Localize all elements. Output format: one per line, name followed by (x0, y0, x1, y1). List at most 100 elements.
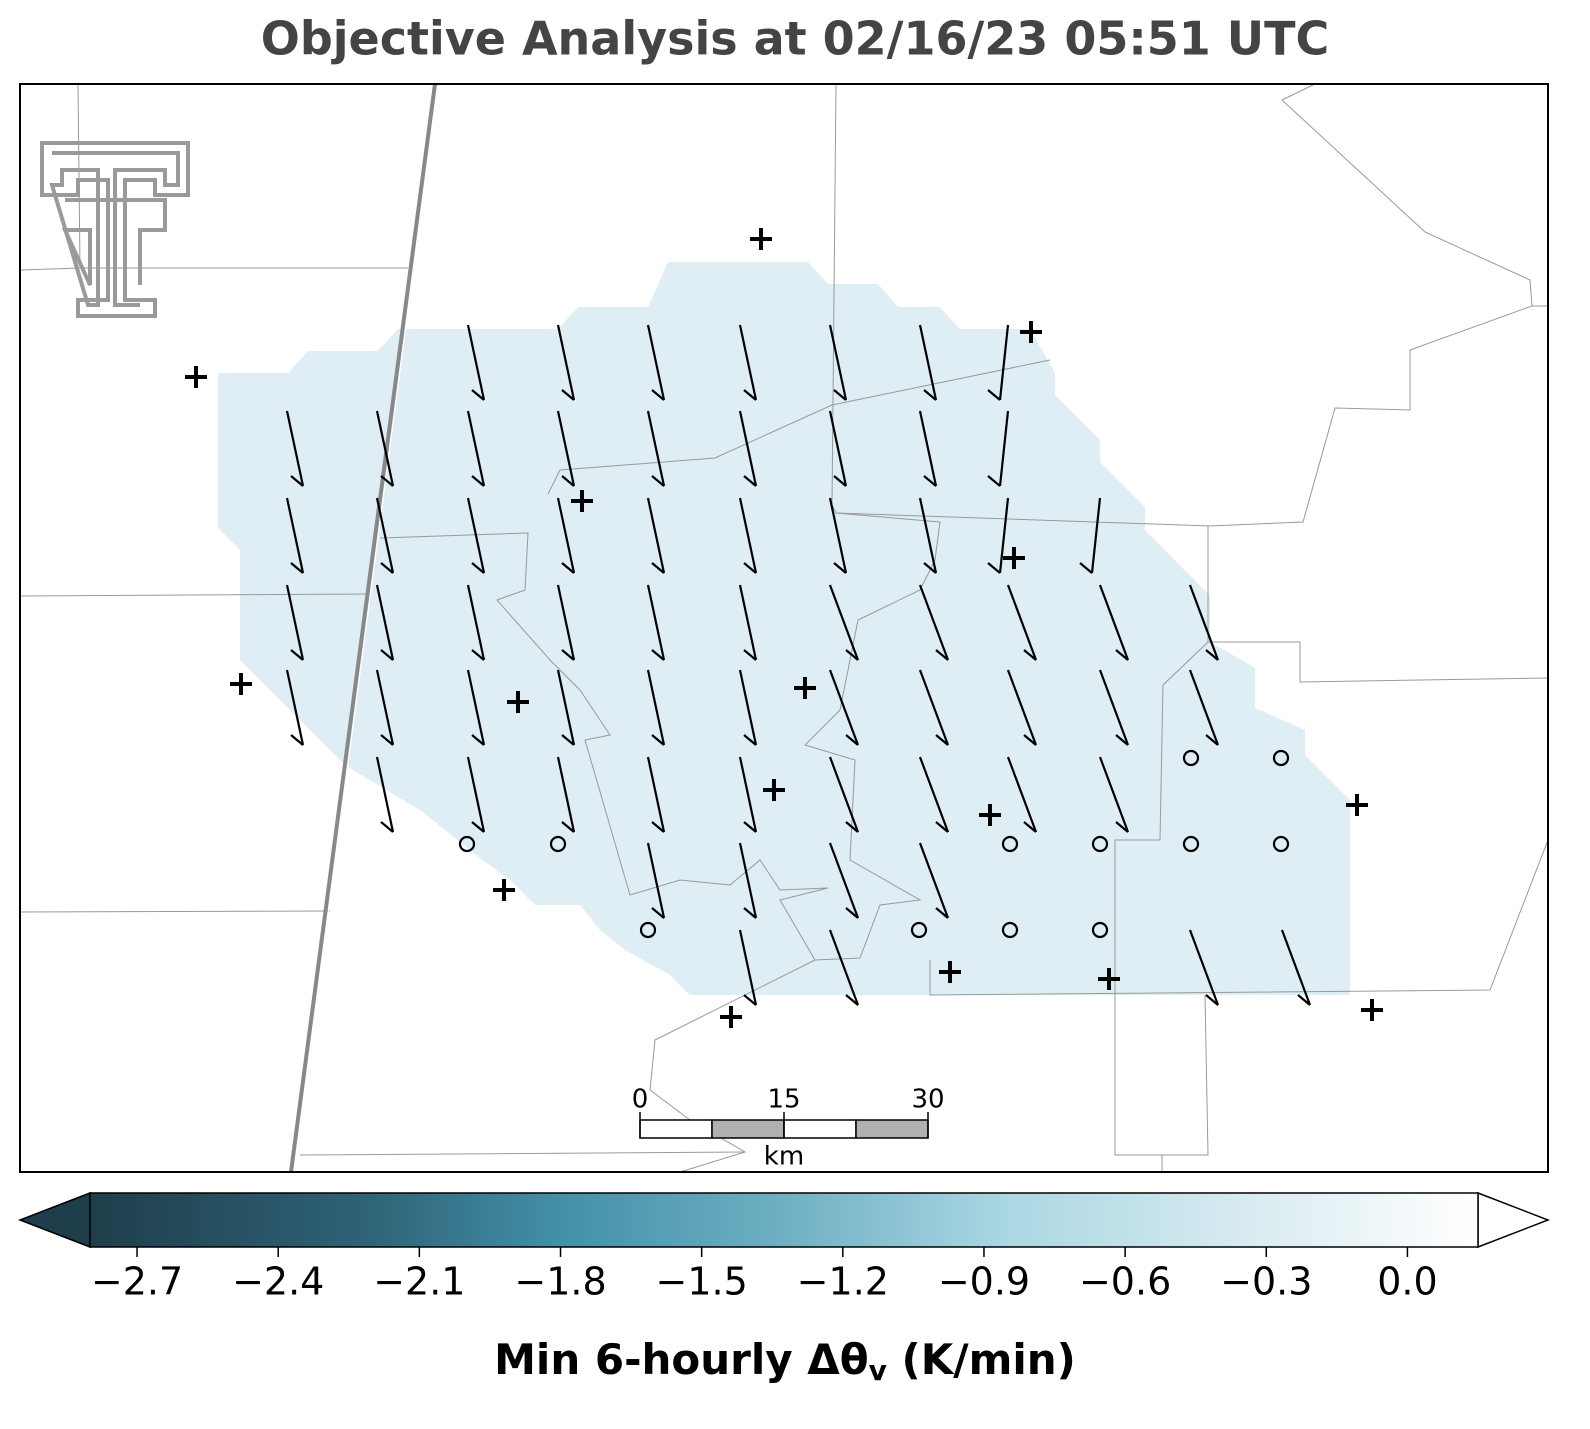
scale-segment (783, 1119, 857, 1139)
barb-staff (1280, 929, 1312, 1006)
barb-staff (375, 756, 395, 833)
barb-staff (738, 410, 758, 487)
colorbar-tick-label: −1.8 (514, 1260, 606, 1304)
barb-staff (285, 410, 305, 487)
barb-staff (828, 324, 848, 401)
colorbar-extend-min (17, 1191, 91, 1249)
barb-staff (998, 497, 1010, 574)
title: Objective Analysis at 02/16/23 05:51 UTC (261, 12, 1330, 66)
barb-flag (743, 821, 757, 833)
barb-flag (471, 389, 485, 401)
barb-flag (471, 562, 485, 574)
station-plus (1098, 968, 1120, 990)
barb-flag (845, 649, 859, 661)
barb-flag (651, 475, 665, 487)
barb-staff (738, 669, 758, 746)
colorbar-tick-label: −0.9 (938, 1260, 1030, 1304)
station-calm (1091, 835, 1109, 853)
station-plus (720, 1006, 742, 1028)
barb-flag (743, 389, 757, 401)
scale-segment (855, 1119, 929, 1139)
barb-flag (471, 821, 485, 833)
barb-flag (290, 475, 304, 487)
barb-flag (935, 821, 949, 833)
scale-tick-label: 15 (767, 1085, 800, 1115)
barb-flag (743, 994, 757, 1006)
barb-staff (1098, 669, 1130, 746)
barb-staff (828, 669, 860, 746)
barb-flag (935, 907, 949, 919)
station-plus (979, 804, 1001, 826)
station-plus (185, 366, 207, 388)
barb-flag (290, 562, 304, 574)
station-calm (1182, 749, 1200, 767)
station-plus (939, 961, 961, 983)
barb-staff (375, 497, 395, 574)
barb-flag (845, 994, 859, 1006)
station-calm (458, 835, 476, 853)
scale-segment (711, 1119, 785, 1139)
barb-flag (833, 389, 847, 401)
barb-flag (1115, 734, 1129, 746)
station-calm (1182, 835, 1200, 853)
station-plus (1003, 547, 1025, 569)
barb-flag (935, 734, 949, 746)
colorbar-tick-label: −1.5 (656, 1260, 748, 1304)
barb-flag (561, 821, 575, 833)
barb-staff (738, 756, 758, 833)
barb-flag (561, 649, 575, 661)
barb-staff (1006, 756, 1038, 833)
barb-staff (738, 324, 758, 401)
barb-flag (1023, 821, 1037, 833)
scale-tick-label: 0 (632, 1085, 649, 1115)
barb-staff (646, 497, 666, 574)
barb-flag (1023, 734, 1037, 746)
barb-staff (285, 584, 305, 661)
barb-flag (1205, 734, 1219, 746)
station-plus (507, 691, 529, 713)
barb-flag (471, 475, 485, 487)
map (19, 83, 1549, 1173)
barb-staff (466, 584, 486, 661)
wind-barbs (285, 324, 1312, 1006)
barb-staff (556, 756, 576, 833)
barb-staff (828, 584, 860, 661)
barb-staff (828, 842, 860, 919)
barb-flag (651, 562, 665, 574)
barb-flag (935, 649, 949, 661)
scale-segment (639, 1119, 713, 1139)
colorbar-extend-max (1477, 1191, 1551, 1249)
barb-staff (738, 842, 758, 919)
barb-staff (1006, 584, 1038, 661)
barb-flag (743, 734, 757, 746)
barb-staff (466, 410, 486, 487)
colorbar-tick-label: 0.0 (1377, 1260, 1437, 1304)
barb-flag (1079, 562, 1093, 574)
barb-flag (471, 649, 485, 661)
station-plus (493, 879, 515, 901)
barb-staff (556, 410, 576, 487)
colorbar-tick-label: −2.4 (232, 1260, 324, 1304)
barb-flag (1115, 821, 1129, 833)
station-plus (1020, 321, 1042, 343)
barb-staff (828, 929, 860, 1006)
barb-staff (828, 497, 848, 574)
barb-staff (828, 756, 860, 833)
station-calm (910, 921, 928, 939)
barb-staff (556, 324, 576, 401)
barb-flag (290, 734, 304, 746)
barb-flag (743, 475, 757, 487)
barb-flag (380, 649, 394, 661)
barb-flag (561, 734, 575, 746)
barb-staff (646, 669, 666, 746)
station-plus (1361, 999, 1383, 1021)
colorbar-label: Min 6-hourly Δθv (K/min) (494, 1335, 1076, 1388)
barb-staff (738, 929, 758, 1006)
colorbar-label-subscript: v (869, 1354, 887, 1387)
barb-flag (833, 562, 847, 574)
station-plus (1346, 794, 1368, 816)
scale-bar: 0 15 30 km (632, 1085, 945, 1172)
barb-flag (561, 562, 575, 574)
barb-staff (466, 497, 486, 574)
